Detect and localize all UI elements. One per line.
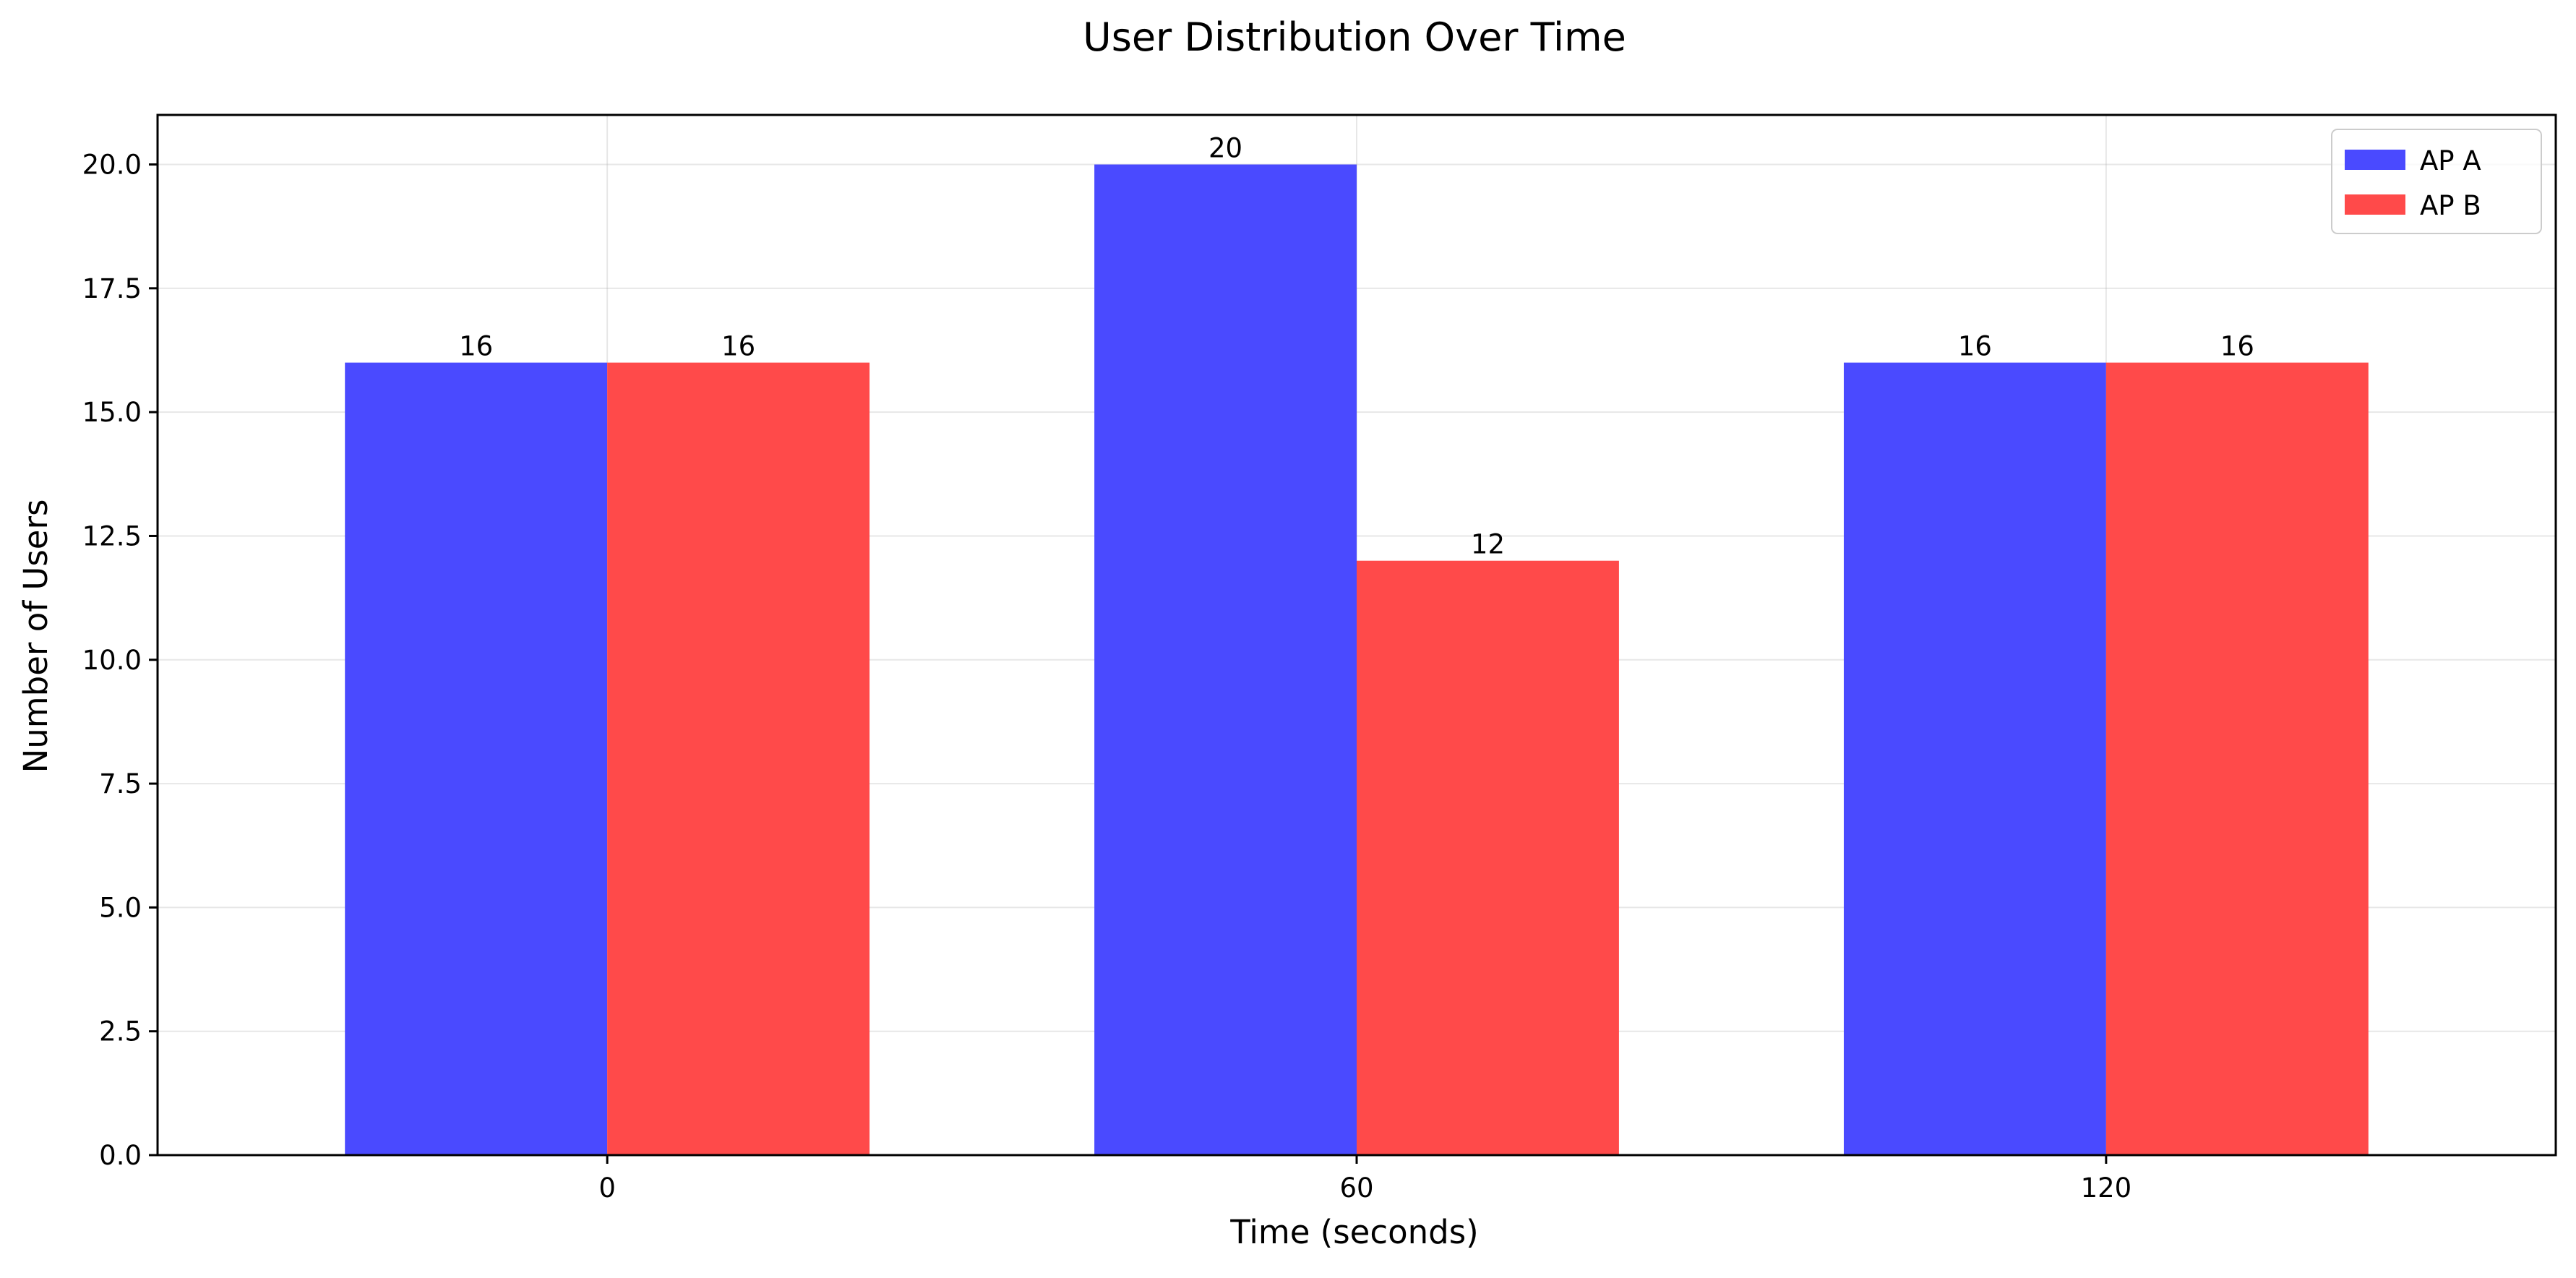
y-tick-label: 12.5	[82, 520, 142, 552]
x-axis-label: Time (seconds)	[1229, 1213, 1478, 1251]
y-tick-label: 5.0	[99, 892, 142, 923]
y-tick-label: 7.5	[99, 768, 142, 799]
legend-swatch	[2345, 194, 2405, 215]
bar	[345, 362, 608, 1156]
bar	[607, 362, 870, 1156]
bars	[345, 164, 2369, 1156]
legend-label: AP B	[2420, 190, 2481, 221]
y-tick-label: 15.0	[82, 397, 142, 428]
legend: AP A AP B	[2331, 129, 2542, 234]
bar	[1843, 362, 2106, 1156]
bar-value-label: 20	[1208, 133, 1242, 164]
axis-ticks: 0.0 2.5 5.0 7.5 10.0 12.5 15.0 17.5 20.0 0 60 120	[82, 150, 2132, 1204]
x-tick-label: 60	[1339, 1172, 1373, 1204]
legend-label: AP A	[2420, 145, 2481, 176]
x-tick-label: 120	[2081, 1172, 2132, 1204]
bar	[1357, 560, 1619, 1155]
bar-value-label: 12	[1471, 529, 1505, 560]
bar-value-label: 16	[2220, 331, 2254, 362]
legend-swatch	[2345, 150, 2405, 170]
bar-value-label: 16	[1958, 331, 1992, 362]
bar	[1094, 164, 1357, 1155]
data-labels: 16 20 16 16 12 16	[459, 133, 2254, 560]
y-tick-label: 0.0	[99, 1140, 142, 1171]
bar-value-label: 16	[459, 331, 493, 362]
y-tick-label: 2.5	[99, 1016, 142, 1047]
y-tick-label: 17.5	[82, 273, 142, 304]
bar	[2105, 362, 2369, 1156]
y-tick-label: 20.0	[82, 150, 142, 181]
bar-value-label: 16	[721, 331, 755, 362]
chart-title: User Distribution Over Time	[1083, 14, 1626, 60]
y-axis-label: Number of Users	[17, 499, 55, 773]
x-tick-label: 0	[598, 1172, 616, 1204]
y-tick-label: 10.0	[82, 645, 142, 676]
